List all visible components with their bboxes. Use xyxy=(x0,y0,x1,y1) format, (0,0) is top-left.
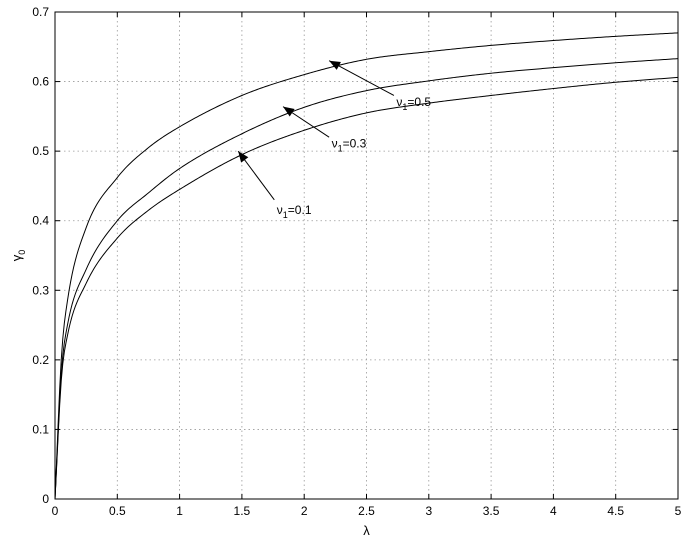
x-tick-label: 4.5 xyxy=(607,504,624,518)
series-line-3 xyxy=(54,32,679,500)
y-tick-label: 0.3 xyxy=(32,283,49,297)
x-tick-label: 0.5 xyxy=(109,504,126,518)
annotation-symbol: ν xyxy=(396,95,402,109)
annotation-arrowhead xyxy=(238,151,249,163)
y-tick-label: 0 xyxy=(42,492,49,506)
annotation-label-1: ν1=0.1 xyxy=(277,203,312,220)
annotation-arrowhead xyxy=(283,106,295,117)
annotation-subscript: 1 xyxy=(338,144,343,154)
x-axis-label: λ xyxy=(363,523,370,538)
y-axis-label-main: γ xyxy=(9,254,24,261)
y-tick-label: 0.6 xyxy=(32,75,49,89)
annotation-subscript: 1 xyxy=(283,210,288,220)
x-tick-label: 4 xyxy=(550,504,557,518)
annotation-value: =0.1 xyxy=(288,203,312,217)
y-axis-label: γ0 xyxy=(9,250,27,262)
annotation-arrowhead xyxy=(329,60,341,70)
x-tick-label: 0 xyxy=(52,504,59,518)
x-tick-label: 1 xyxy=(176,504,183,518)
annotation-value: =0.5 xyxy=(407,95,431,109)
x-tick-label: 3.5 xyxy=(483,504,500,518)
annotation-value: =0.3 xyxy=(343,137,367,151)
annotation-subscript: 1 xyxy=(402,102,407,112)
annotation-symbol: ν xyxy=(277,203,283,217)
y-tick-label: 0.7 xyxy=(32,5,49,19)
annotations: ν1=0.1ν1=0.3ν1=0.5 xyxy=(237,60,431,220)
series-line-1 xyxy=(54,76,679,500)
x-tick-label: 3 xyxy=(425,504,432,518)
x-tick-label: 2.5 xyxy=(358,504,375,518)
annotation-label-2: ν1=0.3 xyxy=(332,137,367,154)
y-tick-label: 0.5 xyxy=(32,144,49,158)
y-tick-label: 0.4 xyxy=(32,214,49,228)
x-tick-label: 2 xyxy=(301,504,308,518)
y-tick-label: 0.2 xyxy=(32,353,49,367)
annotation-symbol: ν xyxy=(332,137,338,151)
annotation-arrow-line xyxy=(328,60,395,96)
x-tick-label: 5 xyxy=(675,504,682,518)
axis-ticks: 0 0.5 1 1.5 2 2.5 3 3.5 4 4.5 5 0 0.1 0.2 0.3 0.4 0.5 0.6… xyxy=(32,5,681,518)
x-tick-label: 1.5 xyxy=(234,504,251,518)
y-axis-label-subscript: 0 xyxy=(17,250,27,255)
series-lines xyxy=(54,32,679,500)
grid-lines xyxy=(55,12,678,499)
series-line-2 xyxy=(54,58,679,500)
annotation-label-3: ν1=0.5 xyxy=(396,95,431,112)
y-tick-label: 0.1 xyxy=(32,422,49,436)
